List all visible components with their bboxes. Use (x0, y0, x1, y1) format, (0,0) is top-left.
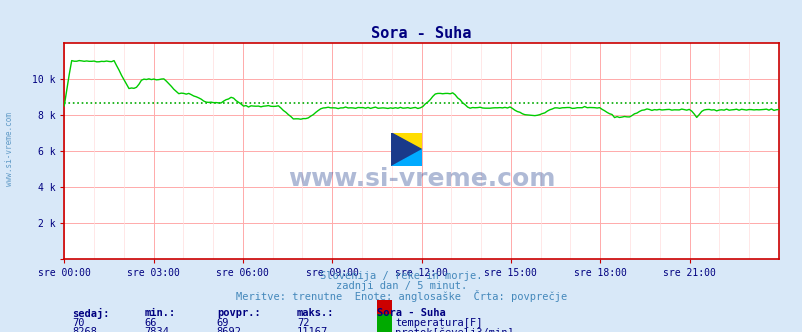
Text: Meritve: trenutne  Enote: anglosaške  Črta: povprečje: Meritve: trenutne Enote: anglosaške Črta… (236, 290, 566, 302)
Text: 8692: 8692 (217, 327, 241, 332)
Text: min.:: min.: (144, 308, 176, 318)
Text: 69: 69 (217, 318, 229, 328)
Title: Sora - Suha: Sora - Suha (371, 26, 472, 41)
Text: pretok[čevelj3/min]: pretok[čevelj3/min] (395, 327, 513, 332)
Text: temperatura[F]: temperatura[F] (395, 318, 482, 328)
Polygon shape (391, 133, 421, 166)
Bar (377, 314, 391, 332)
Text: Slovenija / reke in morje.: Slovenija / reke in morje. (320, 271, 482, 281)
Text: 8268: 8268 (72, 327, 97, 332)
Text: 66: 66 (144, 318, 157, 328)
Text: zadnji dan / 5 minut.: zadnji dan / 5 minut. (335, 281, 467, 290)
Text: Sora - Suha: Sora - Suha (377, 308, 446, 318)
Text: 70: 70 (72, 318, 85, 328)
Text: maks.:: maks.: (297, 308, 334, 318)
Text: 7834: 7834 (144, 327, 169, 332)
Polygon shape (391, 149, 421, 166)
Text: povpr.:: povpr.: (217, 308, 260, 318)
Text: www.si-vreme.com: www.si-vreme.com (287, 167, 555, 191)
Text: 11167: 11167 (297, 327, 328, 332)
Polygon shape (391, 133, 421, 149)
Text: www.si-vreme.com: www.si-vreme.com (5, 113, 14, 186)
Text: 72: 72 (297, 318, 310, 328)
Text: sedaj:: sedaj: (72, 308, 110, 319)
Bar (377, 300, 391, 318)
